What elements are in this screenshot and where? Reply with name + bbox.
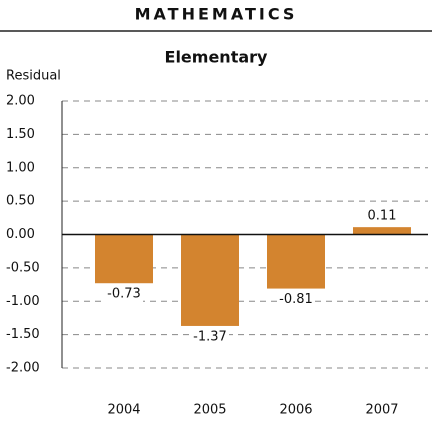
chart-title: MATHEMATICS — [135, 5, 298, 24]
value-label-bg — [363, 208, 401, 225]
value-label-bg — [105, 286, 143, 303]
y-tick-label: 0.00 — [6, 227, 35, 242]
y-tick-label: 2.00 — [6, 94, 35, 109]
y-tick-label: 1.50 — [6, 127, 35, 142]
y-tick-label: 1.00 — [6, 160, 35, 175]
value-label: -0.81 — [279, 292, 313, 307]
bar — [353, 227, 411, 235]
value-label: -0.73 — [107, 287, 141, 302]
y-tick-label: -1.00 — [6, 294, 40, 309]
x-tick-label: 2006 — [279, 403, 312, 418]
value-label: -1.37 — [193, 329, 227, 344]
x-tick-label: 2007 — [365, 403, 398, 418]
y-tick-label: 0.50 — [6, 194, 35, 209]
y-tick-label: -0.50 — [6, 260, 40, 275]
chart-subtitle: Elementary — [165, 48, 269, 67]
y-tick-label: -2.00 — [6, 361, 40, 376]
value-label: 0.11 — [368, 209, 397, 224]
x-tick-label: 2005 — [193, 403, 226, 418]
bar — [95, 234, 153, 284]
x-tick-label: 2004 — [107, 403, 140, 418]
y-tick-label: -1.50 — [6, 327, 40, 342]
bar — [181, 234, 239, 326]
value-label-bg — [191, 328, 229, 345]
bar — [267, 234, 325, 289]
value-label-bg — [277, 291, 315, 308]
y-axis-label: Residual — [6, 69, 61, 84]
